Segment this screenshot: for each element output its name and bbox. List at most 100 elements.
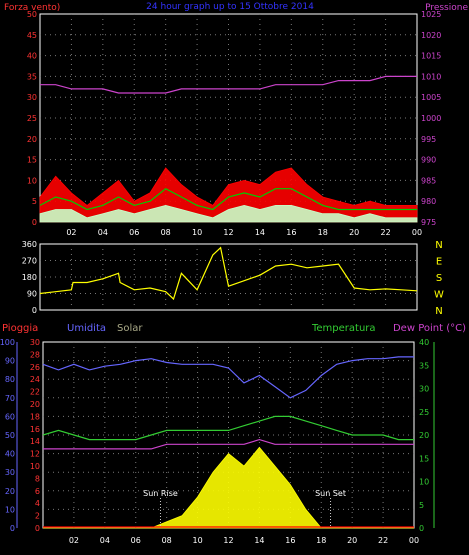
temperature-tick: 30 — [419, 385, 429, 394]
pressure-right-tick: 1000 — [421, 114, 441, 123]
rain-tick: 4 — [35, 499, 40, 508]
pressure-line — [40, 75, 417, 94]
wind-left-tick: 45 — [27, 31, 37, 40]
pressure-right-tick: 1010 — [421, 72, 441, 81]
humidity-tick: 90 — [5, 357, 15, 366]
solar-area — [43, 446, 414, 529]
rain-tick: 20 — [30, 400, 40, 409]
wind-left-tick: 35 — [27, 72, 37, 81]
temp-x-tick: 12 — [223, 536, 233, 545]
wind-direction-line — [39, 246, 418, 301]
wind-x-tick: 06 — [129, 228, 139, 237]
rain-tick: 12 — [30, 450, 40, 459]
sun-marker-label: Sun Set — [315, 489, 346, 498]
solar-axis-label: Solar — [117, 323, 143, 334]
temperature-tick: 20 — [419, 431, 429, 440]
temp-x-tick: 04 — [100, 536, 110, 545]
wind-x-tick: 02 — [66, 228, 76, 237]
dewpoint-line — [43, 438, 414, 450]
wind-left-tick: 15 — [27, 156, 37, 165]
wind-x-tick: 04 — [98, 228, 108, 237]
temp-x-tick: 22 — [378, 536, 388, 545]
temp-x-tick: 16 — [285, 536, 295, 545]
pressure-right-tick: 995 — [421, 135, 436, 144]
humidity-tick: 50 — [5, 431, 15, 440]
temp-x-tick: 18 — [316, 536, 326, 545]
humidity-tick: 20 — [5, 487, 15, 496]
temperature-tick: 10 — [419, 478, 429, 487]
wind-x-tick: 16 — [286, 228, 296, 237]
rain-tick: 0 — [35, 524, 40, 533]
rain-tick: 18 — [30, 412, 40, 421]
wind-x-tick: 14 — [255, 228, 265, 237]
winddir-compass-label: S — [436, 273, 442, 284]
wind-left-tick: 50 — [27, 10, 37, 19]
wind-speed-area — [39, 204, 418, 223]
wind-left-tick: 20 — [27, 135, 37, 144]
sun-marker-label: Sun Rise — [143, 489, 178, 498]
wind-x-tick: 10 — [192, 228, 202, 237]
winddir-compass-label: N — [435, 240, 442, 251]
temp-x-tick: 00 — [409, 536, 419, 545]
winddir-compass-label: W — [434, 290, 444, 301]
wind-left-tick: 30 — [27, 93, 37, 102]
pressure-right-tick: 1015 — [421, 52, 441, 61]
winddir-compass-label: N — [435, 306, 442, 317]
pressure-right-tick: 980 — [421, 197, 436, 206]
wind-left-tick: 25 — [27, 114, 37, 123]
humidity-tick: 100 — [0, 338, 15, 347]
humidity-tick: 40 — [5, 450, 15, 459]
rain-tick: 8 — [35, 474, 40, 483]
wind-left-tick: 5 — [32, 197, 37, 206]
dewpoint-axis-label: Dew Point (°C) — [393, 323, 466, 334]
pressure-right-tick: 990 — [421, 156, 436, 165]
humidity-tick: 70 — [5, 394, 15, 403]
wind-gust-area — [39, 167, 418, 223]
temperature-tick: 25 — [419, 408, 429, 417]
pressure-axis-label: Pressione — [425, 3, 468, 13]
winddir-left-tick: 270 — [22, 257, 37, 266]
humidity-tick: 10 — [5, 505, 15, 514]
temperature-tick: 35 — [419, 361, 429, 370]
rain-tick: 24 — [30, 375, 40, 384]
rain-tick: 30 — [30, 338, 40, 347]
winddir-compass-label: E — [436, 257, 442, 268]
temperature-tick: 0 — [419, 524, 424, 533]
winddir-left-tick: 90 — [27, 290, 37, 299]
wind-x-tick: 20 — [349, 228, 359, 237]
wind-axis-label: Forza vento) — [4, 3, 60, 13]
temp-x-tick: 14 — [254, 536, 264, 545]
temperature-tick: 5 — [419, 501, 424, 510]
pressure-right-tick: 985 — [421, 176, 436, 185]
rain-tick: 10 — [30, 462, 40, 471]
humidity-tick: 80 — [5, 375, 15, 384]
temp-x-tick: 20 — [347, 536, 357, 545]
wind-x-tick: 18 — [318, 228, 328, 237]
wind-left-tick: 0 — [32, 218, 37, 227]
temperature-line — [42, 415, 414, 441]
temperature-tick: 15 — [419, 454, 429, 463]
rain-tick: 28 — [30, 350, 40, 359]
pressure-right-tick: 1020 — [421, 31, 441, 40]
rain-tick: 2 — [35, 512, 40, 521]
wind-left-tick: 10 — [27, 176, 37, 185]
temp-x-tick: 08 — [162, 536, 172, 545]
temp-x-tick: 10 — [192, 536, 202, 545]
winddir-left-tick: 360 — [22, 240, 37, 249]
temp-x-tick: 02 — [69, 536, 79, 545]
humidity-tick: 0 — [10, 524, 15, 533]
winddir-left-tick: 0 — [32, 306, 37, 315]
humidity-tick: 30 — [5, 468, 15, 477]
wind-x-tick: 12 — [223, 228, 233, 237]
rain-tick: 22 — [30, 388, 40, 397]
rain-axis-label: Pioggia — [2, 323, 38, 334]
temperature-tick: 40 — [419, 338, 429, 347]
wind-average-line — [39, 187, 417, 211]
wind-x-tick: 08 — [161, 228, 171, 237]
chart-title: 24 hour graph up to 15 Ottobre 2014 — [146, 2, 314, 12]
pressure-right-tick: 975 — [421, 218, 436, 227]
pressure-right-tick: 1005 — [421, 93, 441, 102]
wind-x-tick: 00 — [412, 228, 422, 237]
rain-tick: 26 — [30, 363, 40, 372]
